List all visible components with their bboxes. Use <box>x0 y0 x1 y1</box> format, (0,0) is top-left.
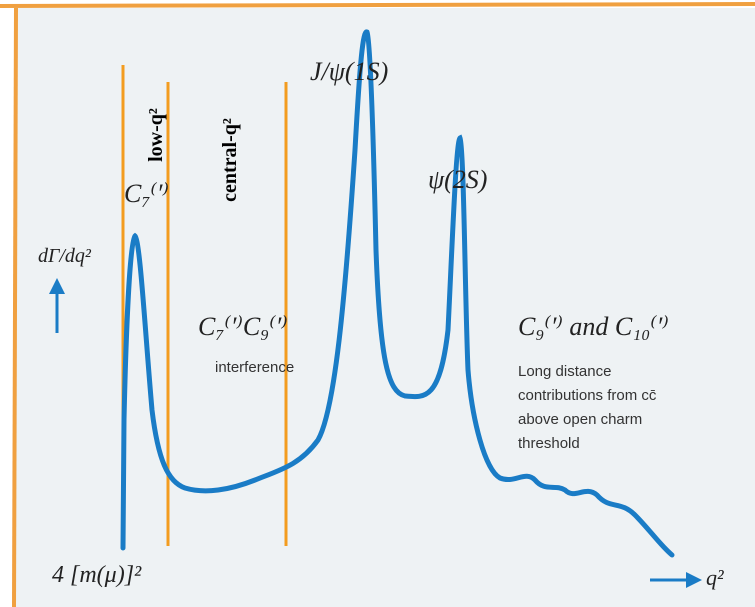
peak-label: J/ψ(1S) <box>310 57 388 86</box>
peak-label: ψ(2S) <box>428 165 487 194</box>
paper <box>16 8 755 607</box>
annotation: contributions from cc̄ <box>518 387 657 404</box>
annotation: Long distance <box>518 363 611 380</box>
annotation: C₉⁽′⁾ and C₁₀⁽′⁾ <box>518 312 669 341</box>
region-label: low-q² <box>145 108 167 162</box>
y-arrow-head <box>49 278 65 294</box>
spectrum-curve <box>120 29 675 558</box>
annotation: above open charm <box>518 411 642 428</box>
top-edge <box>0 2 755 8</box>
left-edge <box>12 7 18 607</box>
annotation: C₇⁽′⁾C₉⁽′⁾ <box>198 312 288 341</box>
x-label: q² <box>706 565 724 590</box>
x-start: 4 [m(μ)]² <box>52 562 142 588</box>
annotation: C₇⁽′⁾ <box>124 179 169 208</box>
annotation: interference <box>215 359 294 376</box>
region-label: central-q² <box>219 118 241 202</box>
x-arrow-head <box>686 572 702 588</box>
y-label: dΓ/dq² <box>38 245 92 267</box>
annotation: threshold <box>518 435 580 452</box>
